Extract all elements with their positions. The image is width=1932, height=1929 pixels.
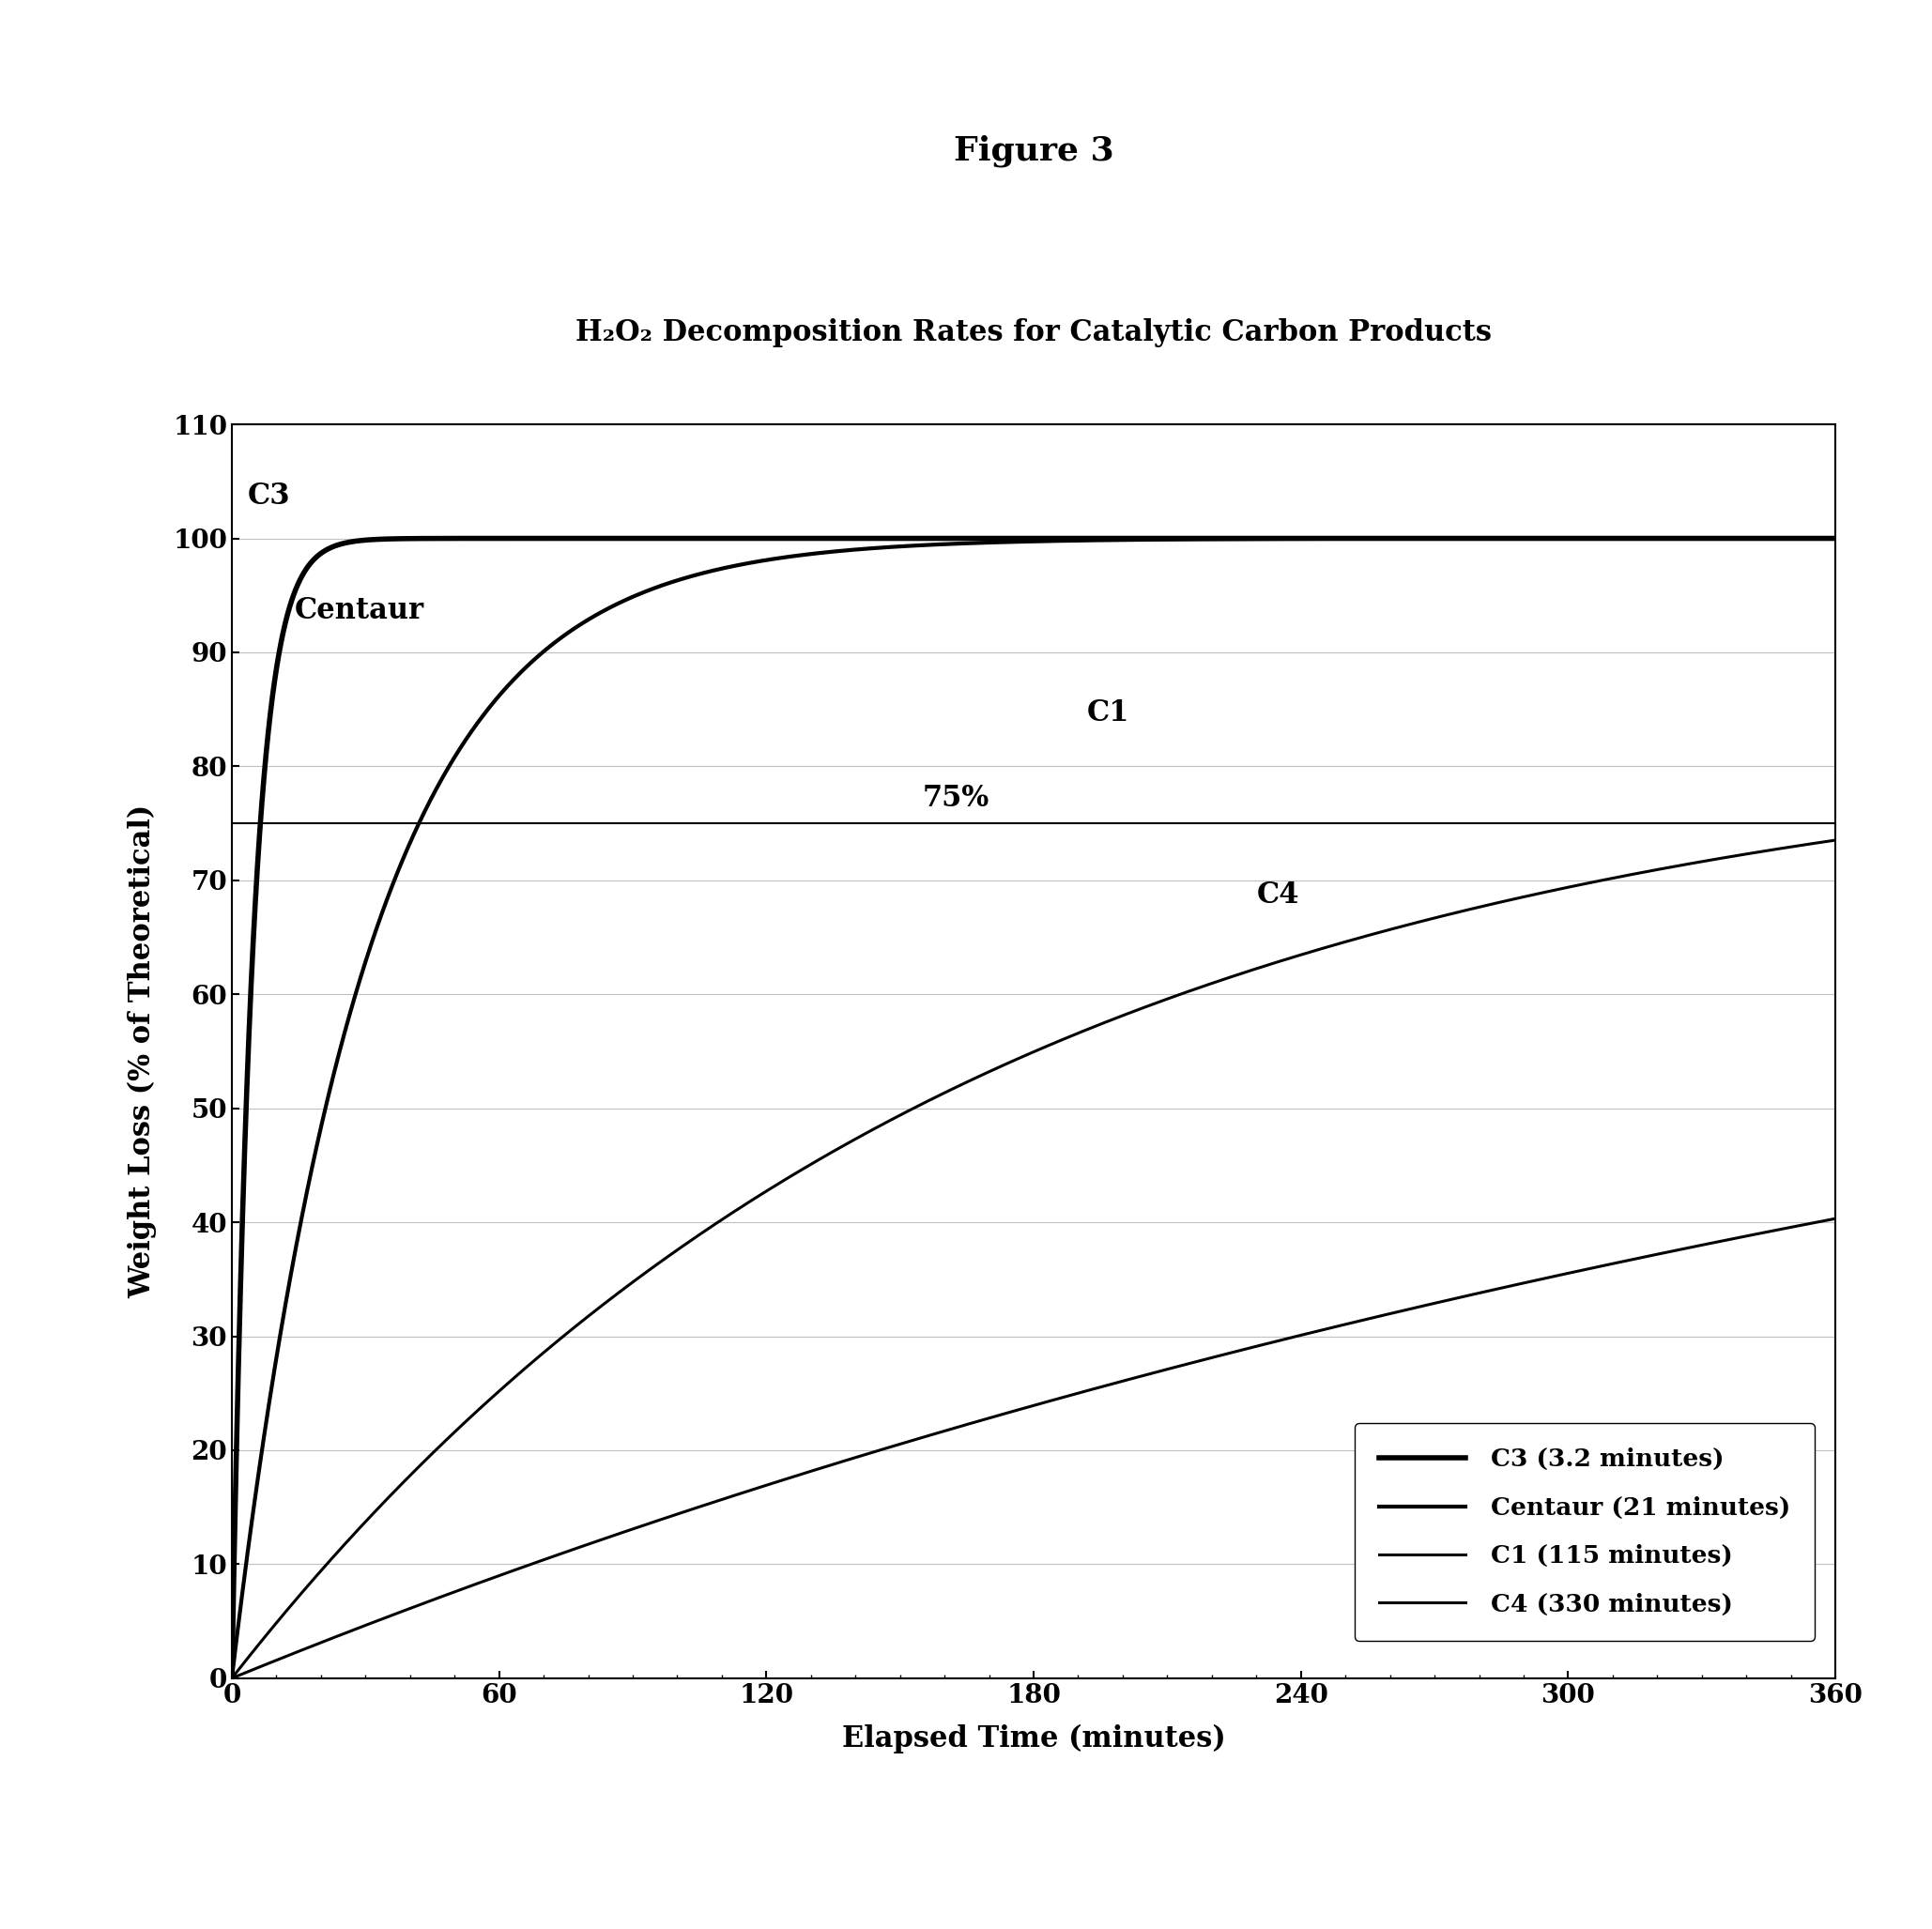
Text: C1: C1 bbox=[1088, 698, 1130, 727]
Y-axis label: Weight Loss (% of Theoretical): Weight Loss (% of Theoretical) bbox=[128, 804, 156, 1298]
Text: 75%: 75% bbox=[922, 783, 989, 812]
Legend: C3 (3.2 minutes), Centaur (21 minutes), C1 (115 minutes), C4 (330 minutes): C3 (3.2 minutes), Centaur (21 minutes), … bbox=[1354, 1424, 1814, 1642]
Text: H₂O₂ Decomposition Rates for Catalytic Carbon Products: H₂O₂ Decomposition Rates for Catalytic C… bbox=[576, 318, 1492, 347]
Text: Figure 3: Figure 3 bbox=[954, 135, 1113, 168]
Text: Centaur: Centaur bbox=[294, 596, 423, 625]
X-axis label: Elapsed Time (minutes): Elapsed Time (minutes) bbox=[842, 1725, 1225, 1753]
Text: C4: C4 bbox=[1256, 882, 1298, 910]
Text: C3: C3 bbox=[247, 482, 290, 511]
